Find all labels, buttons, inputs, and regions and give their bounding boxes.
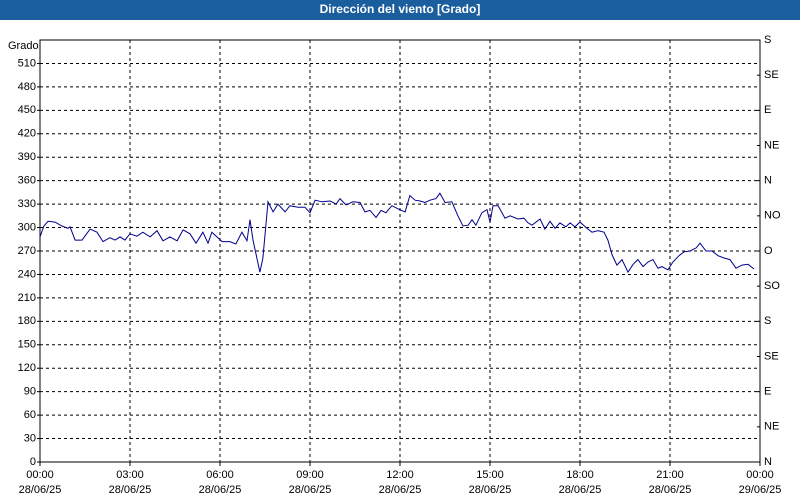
x-tick-label: 18:00 [566, 469, 594, 481]
y-tick-label: 360 [18, 175, 36, 187]
y-tick-label: 0 [30, 456, 36, 468]
y2-tick-label: SE [764, 350, 779, 362]
x-tick-label: 03:00 [116, 469, 144, 481]
x-tick-label: 09:00 [296, 469, 324, 481]
y-tick-label: 510 [18, 57, 36, 69]
y-tick-label: 240 [18, 268, 36, 280]
y-tick-label: 180 [18, 315, 36, 327]
plot-border [39, 39, 761, 463]
x-tick-label: 28/06/25 [199, 484, 242, 496]
y2-tick-label: S [764, 315, 771, 327]
y2-tick-label: NE [764, 139, 779, 151]
y-tick-label: 90 [24, 386, 36, 398]
data-line [39, 192, 755, 274]
y2-tick-label: SE [764, 69, 779, 81]
x-tick-label: 29/06/25 [739, 484, 782, 496]
x-tick-label: 28/06/25 [19, 484, 62, 496]
y2-tick-label: E [764, 104, 771, 116]
y-tick-label: 210 [18, 292, 36, 304]
y2-tick-label: S [764, 34, 771, 46]
x-tick-label: 00:00 [26, 469, 54, 481]
y-tick-label: 480 [18, 81, 36, 93]
y-axis-label: Grado [8, 40, 39, 52]
y-tick-label: 330 [18, 198, 36, 210]
y-tick-label: 120 [18, 362, 36, 374]
x-tick-label: 28/06/25 [289, 484, 332, 496]
y-tick-label: 300 [18, 221, 36, 233]
y-tick-label: 270 [18, 245, 36, 257]
x-tick-label: 00:00 [746, 469, 774, 481]
x-tick-label: 28/06/25 [649, 484, 692, 496]
y2-tick-label: NE [764, 421, 779, 433]
y-tick-label: 450 [18, 104, 36, 116]
y2-tick-label: SO [764, 280, 780, 292]
y2-tick-label: NO [764, 210, 781, 222]
x-tick-label: 06:00 [206, 469, 234, 481]
title-bar [0, 0, 800, 20]
x-tick-label: 28/06/25 [559, 484, 602, 496]
y-tick-label: 390 [18, 151, 36, 163]
y-tick-label: 60 [24, 409, 36, 421]
x-tick-label: 15:00 [476, 469, 504, 481]
x-tick-label: 28/06/25 [379, 484, 422, 496]
y2-tick-label: O [764, 245, 773, 257]
y-tick-label: 420 [18, 128, 36, 140]
x-tick-label: 21:00 [656, 469, 684, 481]
y2-tick-label: N [764, 456, 772, 468]
chart-title: Dirección del viento [Grado] [320, 2, 481, 16]
x-tick-label: 12:00 [386, 469, 414, 481]
y-tick-label: 150 [18, 339, 36, 351]
y-tick-label: 30 [24, 432, 36, 444]
y2-tick-label: N [764, 175, 772, 187]
x-tick-label: 28/06/25 [469, 484, 512, 496]
x-tick-label: 28/06/25 [109, 484, 152, 496]
y2-tick-label: E [764, 386, 771, 398]
